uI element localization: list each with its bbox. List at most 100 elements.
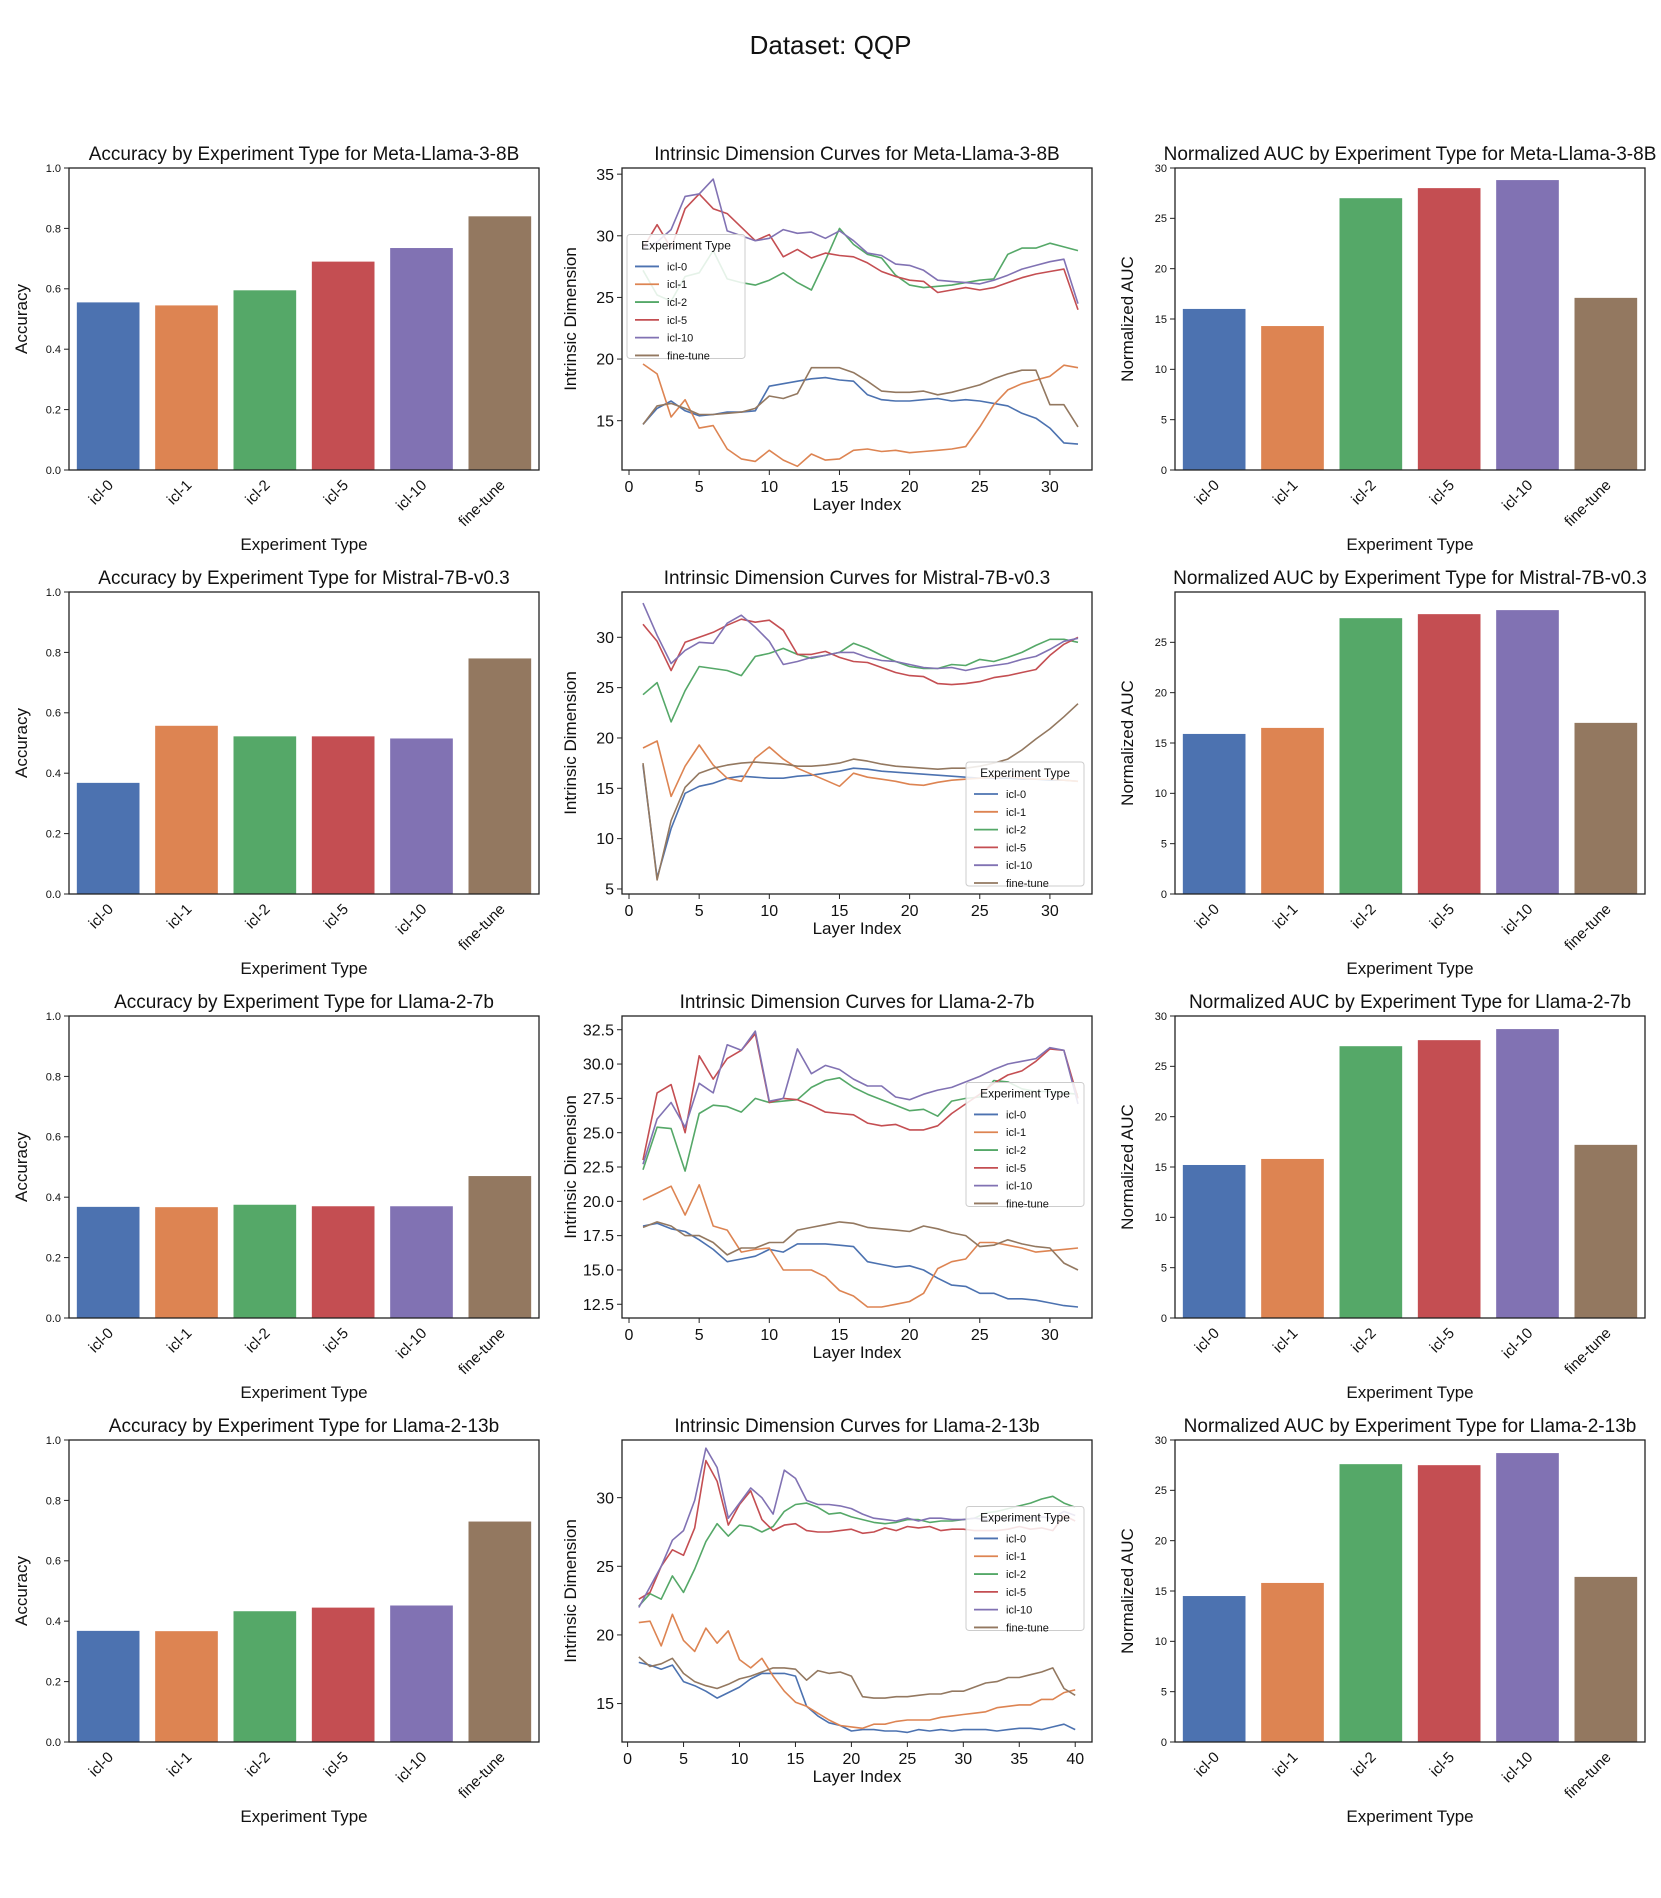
x-tick-label: 5 <box>695 479 704 496</box>
y-tick-label: 0.0 <box>46 465 61 477</box>
bar-icl-1 <box>155 305 218 470</box>
y-tick-label: 0.4 <box>46 1192 61 1204</box>
y-tick-label: 30 <box>1155 1011 1167 1023</box>
bar-icl-2 <box>233 736 297 894</box>
x-tick-label: icl-1 <box>1270 901 1301 932</box>
legend-box <box>626 233 746 359</box>
bar-icl-1 <box>1261 326 1324 470</box>
axes-frame <box>1174 591 1646 895</box>
y-axis-label: Intrinsic Dimension <box>561 247 580 391</box>
y-tick-label: 0.4 <box>46 768 61 780</box>
x-tick-label: 30 <box>1041 479 1059 496</box>
y-tick-label: 25 <box>596 680 614 697</box>
bar-icl-5 <box>311 261 375 470</box>
x-tick-label: icl-1 <box>164 477 195 508</box>
y-tick-label: 30.0 <box>583 1057 614 1074</box>
x-tick-label: icl-10 <box>1499 901 1536 938</box>
legend-label: icl-10 <box>1006 1181 1032 1193</box>
y-tick-label: 30 <box>596 1490 614 1507</box>
bar-icl-5 <box>1417 188 1481 470</box>
x-tick-label: icl-2 <box>1348 1325 1379 1356</box>
legend-box <box>965 1081 1085 1207</box>
bar-icl-2 <box>1339 1464 1403 1742</box>
y-tick-label: 10 <box>1155 1636 1167 1648</box>
legend-label: icl-5 <box>1006 1587 1026 1599</box>
subplot-title: Accuracy by Experiment Type for Meta-Lla… <box>89 144 520 165</box>
series-line-icl-10 <box>642 602 1079 672</box>
x-tick-label: 0 <box>625 903 634 920</box>
x-axis-label: Experiment Type <box>240 1383 367 1402</box>
series-line-icl-1 <box>642 1184 1079 1308</box>
x-tick-label: icl-5 <box>321 901 352 932</box>
axes-frame <box>621 167 1093 471</box>
legend-label: fine-tune <box>1006 878 1049 890</box>
x-tick-label: 20 <box>901 1327 919 1344</box>
series-line-icl-2 <box>642 1077 1079 1172</box>
legend-label: icl-0 <box>1006 1109 1026 1121</box>
subplot-6: Normalized AUC by Experiment Type for Mi… <box>1118 568 1647 978</box>
x-tick-label: icl-2 <box>242 901 273 932</box>
y-tick-label: 5 <box>1161 839 1167 851</box>
x-axis-label: Experiment Type <box>240 1807 367 1826</box>
bar-icl-0 <box>1182 308 1246 470</box>
legend-label: icl-2 <box>1006 825 1026 837</box>
x-tick-label: 5 <box>679 1751 688 1768</box>
subplot-title: Normalized AUC by Experiment Type for Mi… <box>1173 568 1647 589</box>
x-tick-label: icl-0 <box>86 477 117 508</box>
subplot-9: Normalized AUC by Experiment Type for Ll… <box>1118 992 1646 1402</box>
bar-icl-5 <box>311 736 375 894</box>
y-tick-label: 20 <box>596 352 614 369</box>
series-line-icl-5 <box>642 618 1079 686</box>
x-tick-label: icl-2 <box>1348 1749 1379 1780</box>
bar-icl-2 <box>233 290 297 470</box>
y-tick-label: 15 <box>596 1696 614 1713</box>
bar-icl-1 <box>155 1207 218 1318</box>
axes-frame <box>68 591 540 895</box>
axes-frame <box>1174 167 1646 471</box>
x-tick-label: 25 <box>971 1327 989 1344</box>
legend-label: icl-0 <box>667 261 687 273</box>
y-tick-label: 0.8 <box>46 647 61 659</box>
bar-icl-0 <box>1182 1164 1246 1318</box>
y-tick-label: 0.8 <box>46 1071 61 1083</box>
x-tick-label: icl-10 <box>393 1325 430 1362</box>
bar-icl-1 <box>1261 727 1324 894</box>
x-tick-label: icl-0 <box>1192 1325 1223 1356</box>
y-tick-label: 0 <box>1161 1313 1167 1325</box>
x-tick-label: icl-0 <box>86 901 117 932</box>
legend-label: icl-0 <box>1006 1533 1026 1545</box>
x-tick-label: icl-0 <box>1192 477 1223 508</box>
y-tick-label: 25.0 <box>583 1125 614 1142</box>
y-tick-label: 15 <box>1155 738 1167 750</box>
y-tick-label: 17.5 <box>583 1228 614 1245</box>
bar-icl-10 <box>1496 1453 1559 1742</box>
bar-icl-0 <box>76 1206 140 1318</box>
legend-label: icl-5 <box>1006 1163 1026 1175</box>
y-tick-label: 15 <box>1155 1162 1167 1174</box>
bar-icl-10 <box>1496 180 1559 470</box>
x-tick-label: 5 <box>695 903 704 920</box>
y-tick-label: 32.5 <box>583 1022 614 1039</box>
bar-icl-10 <box>1496 1029 1559 1318</box>
y-tick-label: 0.6 <box>46 708 61 720</box>
y-tick-label: 30 <box>1155 163 1167 175</box>
y-tick-label: 0.6 <box>46 1556 61 1568</box>
x-tick-label: 40 <box>1066 1751 1084 1768</box>
x-axis-label: Experiment Type <box>1346 959 1473 978</box>
x-tick-label: 0 <box>625 479 634 496</box>
y-tick-label: 0.2 <box>46 1676 61 1688</box>
legend-label: icl-1 <box>1006 1127 1026 1139</box>
x-tick-label: icl-0 <box>1192 901 1223 932</box>
x-tick-label: 20 <box>843 1751 861 1768</box>
legend-label: icl-10 <box>1006 860 1032 872</box>
y-axis-label: Intrinsic Dimension <box>561 1519 580 1663</box>
y-tick-label: 15.0 <box>583 1263 614 1280</box>
subplot-title: Intrinsic Dimension Curves for Llama-2-1… <box>674 1416 1039 1437</box>
x-tick-label: icl-5 <box>1427 901 1458 932</box>
y-tick-label: 0 <box>1161 1737 1167 1749</box>
series-line-fine-tune <box>642 703 1079 881</box>
subplot-title: Intrinsic Dimension Curves for Llama-2-7… <box>680 992 1035 1013</box>
x-tick-label: icl-0 <box>1192 1749 1223 1780</box>
axes-frame <box>621 1015 1093 1319</box>
